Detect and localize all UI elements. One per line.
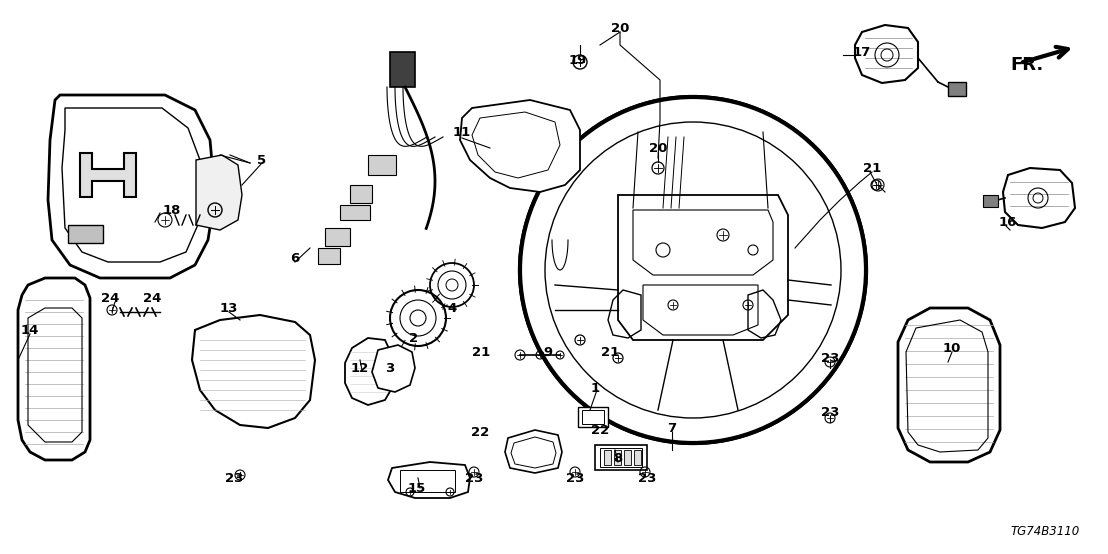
Text: 7: 7	[667, 422, 677, 434]
Text: 16: 16	[998, 216, 1017, 228]
Bar	[318, 248, 340, 264]
Text: 3: 3	[386, 362, 394, 375]
Polygon shape	[897, 308, 1001, 462]
Text: 1: 1	[591, 382, 599, 394]
Polygon shape	[192, 315, 315, 428]
Polygon shape	[505, 430, 562, 473]
Text: 9: 9	[543, 346, 553, 358]
Text: 4: 4	[448, 301, 456, 315]
Polygon shape	[345, 338, 392, 405]
Polygon shape	[388, 462, 470, 498]
Bar	[390, 52, 416, 87]
Text: 23: 23	[465, 471, 483, 485]
Text: 8: 8	[614, 452, 623, 464]
Text: 17: 17	[853, 45, 871, 59]
Bar	[624, 450, 630, 465]
Text: 15: 15	[408, 481, 427, 495]
Bar	[983, 195, 998, 207]
Text: 10: 10	[943, 341, 961, 355]
Text: 6: 6	[290, 252, 299, 264]
Bar	[68, 225, 103, 243]
Bar	[400, 470, 455, 492]
Bar	[340, 205, 370, 220]
Text: 20: 20	[611, 22, 629, 34]
Text: 14: 14	[21, 324, 39, 336]
Text: 23: 23	[638, 471, 656, 485]
Polygon shape	[48, 95, 215, 278]
Text: 5: 5	[257, 153, 267, 167]
Bar	[614, 450, 620, 465]
Polygon shape	[196, 155, 242, 230]
Bar	[948, 82, 966, 96]
Bar	[601, 448, 642, 467]
Text: 23: 23	[225, 471, 243, 485]
Polygon shape	[460, 100, 579, 192]
Bar	[368, 155, 396, 175]
Circle shape	[520, 97, 866, 443]
Text: 13: 13	[219, 301, 238, 315]
Polygon shape	[18, 278, 90, 460]
Bar	[582, 410, 604, 424]
Bar	[578, 407, 608, 427]
Text: 22: 22	[471, 425, 489, 439]
Polygon shape	[80, 153, 136, 197]
Text: 11: 11	[453, 126, 471, 138]
Bar	[634, 450, 642, 465]
Polygon shape	[1003, 168, 1075, 228]
Text: 21: 21	[472, 346, 490, 358]
Text: TG74B3110: TG74B3110	[1010, 525, 1080, 538]
Text: 2: 2	[410, 331, 419, 345]
Text: FR.: FR.	[1010, 56, 1044, 74]
Text: 22: 22	[591, 423, 609, 437]
Text: 20: 20	[649, 141, 667, 155]
Bar	[595, 445, 647, 470]
Text: 24: 24	[143, 291, 161, 305]
Text: 23: 23	[821, 406, 839, 418]
Bar	[325, 228, 350, 246]
Polygon shape	[372, 345, 416, 392]
Text: 18: 18	[163, 203, 182, 217]
Bar	[604, 450, 611, 465]
Text: 23: 23	[821, 351, 839, 365]
Text: 24: 24	[101, 291, 120, 305]
Text: 19: 19	[568, 54, 587, 66]
Text: 21: 21	[863, 162, 881, 175]
Bar	[350, 185, 372, 203]
Text: 23: 23	[566, 471, 584, 485]
Text: 21: 21	[601, 346, 619, 358]
Polygon shape	[855, 25, 919, 83]
Text: 12: 12	[351, 362, 369, 375]
